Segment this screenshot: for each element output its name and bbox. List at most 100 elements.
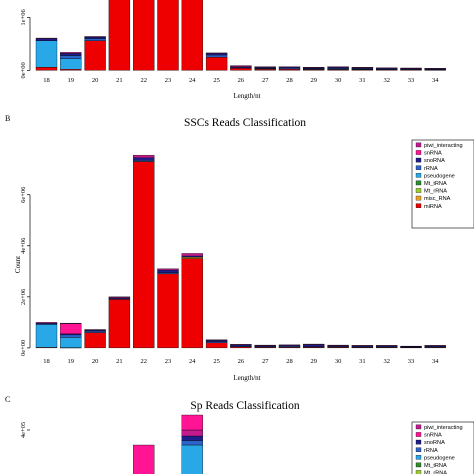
panel-3-label: C	[5, 395, 10, 404]
panel-2-x-tick-label: 30	[335, 358, 342, 365]
panel-2-bar-22-snoRNA	[133, 157, 155, 161]
panel-2-bar-25-rRNA	[205, 341, 228, 343]
panel-1-bar-19-snoRNA	[60, 53, 82, 56]
panel-1-bar-25-miRNA	[205, 56, 228, 71]
panel-2-bar-30-piwi_interacting	[327, 344, 349, 346]
panel-2-x-tick-label: 33	[408, 358, 415, 365]
panel-2-x-tick-label: 18	[43, 358, 50, 365]
panel-2-bar-25-snoRNA	[205, 340, 228, 342]
panel-3-y-tick-label: 4e+05	[20, 422, 27, 438]
panel-1-x-tick-label: 29	[311, 77, 318, 84]
panel-2-legend-entry-miRNA: miRNA	[424, 204, 442, 210]
panel-1-x-tick-label: 23	[165, 77, 172, 84]
panel-2-bar-19-pseudogene	[60, 337, 82, 348]
panel-2-bar-26-snoRNA	[230, 344, 252, 347]
panel-2-legend-swatch-piwi_interacting	[415, 142, 422, 148]
panel-1-bar-18-snoRNA	[35, 38, 58, 41]
panel-2-bar-20-rRNA	[84, 330, 106, 333]
panel-2-x-tick-label: 23	[165, 358, 172, 365]
panel-2-bar-24-miRNA	[181, 258, 203, 349]
panel-2-x-tick-label: 32	[383, 358, 390, 365]
panel-3-legend-entry-pseudogene: pseudogene	[424, 455, 455, 461]
panel-1-x-tick-label: 32	[383, 77, 390, 84]
panel-2-legend-entry-misc_RNA: misc_RNA	[424, 196, 451, 202]
panel-2-x-tick-label: 25	[213, 358, 220, 365]
panel-2-x-tick-label: 26	[238, 358, 245, 365]
panel-1-bar-20-rRNA	[84, 38, 106, 41]
panel-2-bar-23-snoRNA	[157, 269, 179, 273]
panel-2-x-tick-label: 19	[68, 358, 75, 365]
panel-1-x-tick-label: 31	[359, 77, 366, 84]
panel-2-bar-19-piwi_interacting	[60, 322, 82, 324]
panel-3-title: Sp Reads Classification	[190, 400, 299, 412]
panel-2-bar-24-piwi_interacting	[181, 253, 203, 257]
panel-1-x-tick-label: 34	[432, 77, 439, 84]
panel-3-legend-entry-piwi_interacting: piwi_interacting	[424, 425, 463, 431]
panel-2-x-tick-label: 29	[311, 358, 318, 365]
panel-3-legend-swatch-snoRNA	[415, 439, 422, 445]
panel-2-bar-21-snoRNA	[108, 297, 131, 300]
panel-2-legend-entry-piwi_interacting: piwi_interacting	[424, 143, 463, 149]
panel-3-bar-22-snRNA	[133, 444, 155, 474]
panel-2-x-tick-label: 22	[140, 358, 147, 365]
panel-3-legend	[411, 421, 474, 474]
panel-2-legend-swatch-Mt_rRNA	[415, 188, 422, 193]
panel-2-x-label: Length/nt	[233, 374, 260, 382]
panel-3-bar-24-piwi_interacting	[181, 429, 203, 437]
panel-2-bar-20-miRNA	[84, 332, 106, 349]
panel-2-legend-entry-pseudogene: pseudogene	[424, 173, 455, 179]
panel-1-bar-25-piwi_interacting	[205, 52, 228, 54]
panel-1-x-label: Length/nt	[233, 92, 260, 100]
panel-1-x-tick-label: 27	[262, 77, 269, 84]
panel-3-legend-entry-snRNA: snRNA	[424, 433, 442, 439]
panel-3-legend-swatch-snRNA	[415, 432, 422, 437]
panel-2-bar-32-piwi_interacting	[376, 345, 398, 347]
panel-2-bar-29-snoRNA	[303, 344, 325, 347]
panel-2-legend-entry-Mt_rRNA: Mt_rRNA	[424, 189, 447, 195]
panel-1-bar-24-miRNA	[181, 0, 203, 71]
panel-1-bar-29-piwi_interacting	[303, 67, 325, 68]
panel-2-bar-19-snRNA	[60, 323, 82, 335]
panel-3-legend-swatch-piwi_interacting	[415, 424, 422, 430]
panel-1-x-tick-label: 26	[238, 77, 245, 84]
panel-1-bar-26-miRNA	[230, 68, 252, 71]
panel-2-legend-entry-Mt_tRNA: Mt_tRNA	[424, 181, 447, 187]
panel-2-legend-swatch-pseudogene	[415, 173, 422, 178]
panel-2-bar-34-piwi_interacting	[424, 345, 446, 347]
panel-1-bar-28-piwi_interacting	[278, 66, 301, 68]
panel-2-y-tick-label: 4e+06	[20, 237, 27, 254]
panel-2-bar-26-piwi_interacting	[230, 344, 252, 346]
panel-1-bar-20-snoRNA	[84, 36, 106, 39]
panel-1-bar-22-miRNA	[133, 0, 155, 71]
panel-1-x-tick-label: 33	[408, 77, 415, 84]
panel-2-bar-22-piwi_interacting	[133, 154, 155, 158]
panel-2-bar-31-piwi_interacting	[351, 345, 374, 347]
panel-2-legend-swatch-snoRNA	[415, 157, 422, 163]
panel-1-bar-18-miRNA	[35, 67, 58, 71]
panel-1-bar-31-piwi_interacting	[351, 67, 374, 68]
panel-2-legend	[411, 139, 474, 229]
panel-2-bar-23-piwi_interacting	[157, 268, 179, 271]
panel-2-bar-21-miRNA	[108, 299, 131, 349]
panel-3-legend-swatch-rRNA	[415, 447, 422, 452]
panel-2-y-tick-label: 2e+06	[20, 288, 27, 305]
panel-2-bar-24-snoRNA	[181, 255, 203, 258]
panel-3-legend-entry-Mt_rRNA: Mt_rRNA	[424, 471, 447, 474]
panel-2-title: SSCs Reads Classification	[184, 117, 306, 129]
panel-2-legend-entry-rRNA: rRNA	[424, 166, 438, 172]
panel-2-x-tick-label: 21	[116, 358, 123, 365]
panel-1-x-tick-label: 21	[116, 77, 123, 84]
panel-3-legend-entry-snoRNA: snoRNA	[424, 440, 445, 446]
panel-1-bar-20-miRNA	[84, 40, 106, 71]
panel-1-bar-32-piwi_interacting	[376, 67, 398, 69]
panel-2-legend-swatch-rRNA	[415, 165, 422, 170]
panel-1-bar-30-piwi_interacting	[327, 66, 349, 68]
panel-2-bar-24-misc_RNA	[181, 257, 203, 259]
panel-1-x-tick-label: 25	[213, 77, 220, 84]
panel-1-bar-34-piwi_interacting	[424, 68, 446, 69]
panel-1-bar-18-pseudogene	[35, 40, 58, 68]
panel-2-bar-19-rRNA	[60, 334, 82, 338]
panel-1-x-tick-label: 22	[140, 77, 147, 84]
panel-2-bar-22-rRNA	[133, 160, 155, 162]
